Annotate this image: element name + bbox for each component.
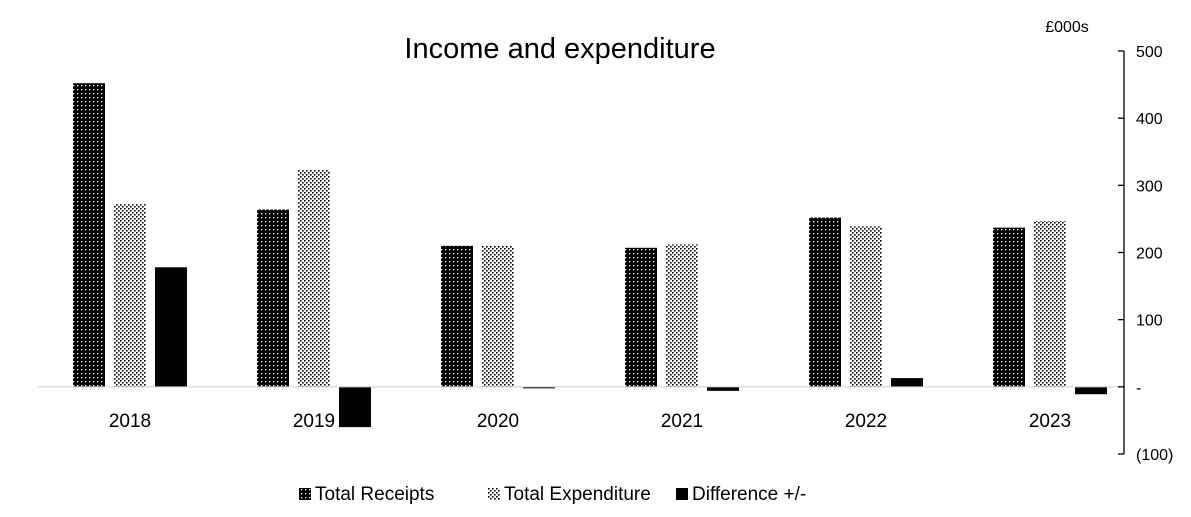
x-tick-label-2020: 2020 [477, 411, 519, 432]
y-tick-label-300: 300 [1136, 178, 1163, 195]
legend-swatch-difference [676, 488, 688, 500]
bar-total-expenditure-2019 [298, 169, 330, 387]
bar-difference-2023 [1075, 386, 1107, 395]
x-tick-label-2023: 2023 [1029, 411, 1071, 432]
chart-title: Income and expenditure [404, 33, 715, 65]
bar-difference-2021 [707, 386, 739, 391]
y-axis-unit-label: £000s [1045, 19, 1089, 36]
bar-total-receipts-2021 [625, 247, 657, 387]
bar-total-expenditure-2020 [482, 245, 514, 387]
bar-difference-2019 [339, 386, 371, 428]
bar-difference-2018 [155, 267, 187, 387]
y-tick-label-100: 100 [1136, 313, 1163, 330]
legend-swatch-total-expenditure [488, 488, 500, 500]
bar-total-receipts-2020 [441, 245, 473, 387]
legend-label-total-expenditure: Total Expenditure [504, 484, 651, 505]
bar-total-receipts-2018 [73, 83, 105, 387]
x-tick-label-2019: 2019 [293, 411, 335, 432]
bar-total-receipts-2019 [257, 209, 289, 387]
bar-difference-2020 [523, 386, 555, 389]
y-tick-label--100: (100) [1136, 447, 1173, 464]
x-tick-label-2022: 2022 [845, 411, 887, 432]
y-tick-label-500: 500 [1136, 44, 1163, 61]
bar-total-expenditure-2023 [1034, 220, 1066, 387]
bar-total-receipts-2022 [809, 217, 841, 387]
legend: Total Receipts Total Expenditure Differenc… [299, 484, 806, 505]
x-tick-label-2018: 2018 [109, 411, 151, 432]
legend-label-total-receipts: Total Receipts [315, 484, 434, 505]
bar-total-receipts-2023 [993, 227, 1025, 387]
plot-area: 2018 2019 2020 2021 2022 2023 500 400 300 200 100 -… [38, 44, 1173, 464]
x-tick-label-2021: 2021 [661, 411, 703, 432]
legend-label-difference: Difference +/- [692, 484, 806, 505]
bar-total-expenditure-2021 [666, 244, 698, 387]
y-tick-label-0: - [1136, 380, 1141, 397]
y-tick-label-400: 400 [1136, 111, 1163, 128]
legend-swatch-total-receipts [299, 488, 311, 500]
y-tick-label-200: 200 [1136, 246, 1163, 263]
bar-total-expenditure-2022 [850, 226, 882, 387]
bar-total-expenditure-2018 [114, 204, 146, 387]
bar-difference-2022 [891, 378, 923, 387]
